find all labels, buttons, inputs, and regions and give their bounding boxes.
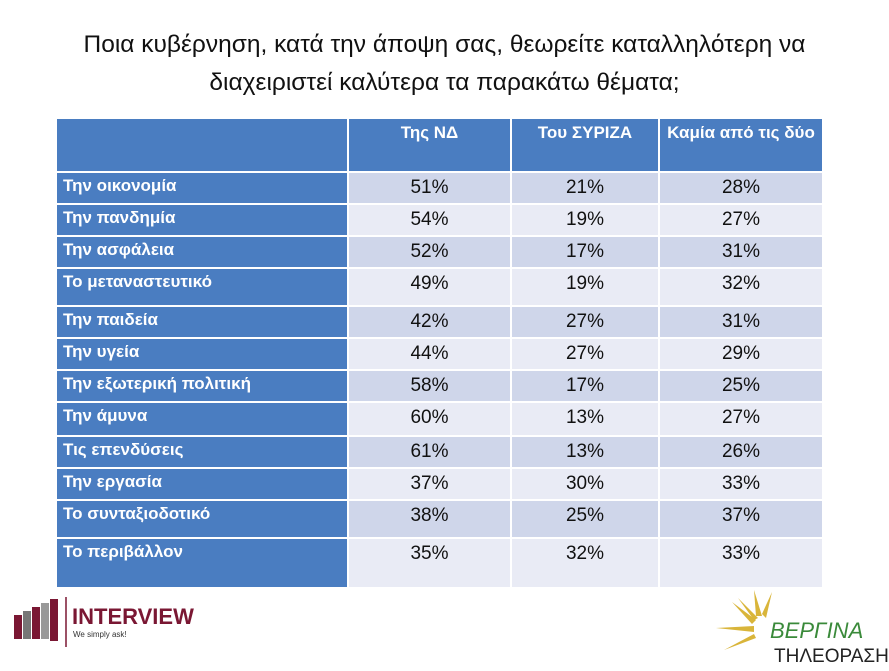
nd-value: 51%	[347, 171, 512, 205]
neither-value: 37%	[658, 499, 824, 539]
neither-value: 27%	[658, 203, 824, 237]
slide-title: Ποια κυβέρνηση, κατά την άποψη σας, θεωρ…	[0, 26, 889, 102]
header-neither: Καμία από τις δύο	[658, 117, 824, 173]
neither-value: 33%	[658, 537, 824, 589]
syriza-value: 21%	[510, 171, 660, 205]
topic-label: Το μεταναστευτικό	[55, 267, 349, 307]
neither-value: 31%	[658, 305, 824, 339]
table-row: Το περιβάλλον 35% 32% 33%	[55, 537, 824, 589]
neither-value: 29%	[658, 337, 824, 371]
header-nd: Της ΝΔ	[347, 117, 512, 173]
topic-label: Τις επενδύσεις	[55, 435, 349, 469]
neither-value: 26%	[658, 435, 824, 469]
table-row: Την υγεία 44% 27% 29%	[55, 337, 824, 371]
syriza-value: 19%	[510, 203, 660, 237]
topic-label: Την άμυνα	[55, 401, 349, 437]
title-line-1: Ποια κυβέρνηση, κατά την άποψη σας, θεωρ…	[83, 31, 806, 58]
neither-value: 28%	[658, 171, 824, 205]
topic-label: Την εξωτερική πολιτική	[55, 369, 349, 403]
interview-text: INTERVIEW	[72, 604, 194, 629]
table-row: Το μεταναστευτικό 49% 19% 32%	[55, 267, 824, 307]
table-row: Την άμυνα 60% 13% 27%	[55, 401, 824, 437]
vergina-sub: ΤΗΛΕΟΡΑΣΗ	[774, 646, 888, 667]
table-row: Τις επενδύσεις 61% 13% 26%	[55, 435, 824, 469]
table-row: Το συνταξιοδοτικό 38% 25% 37%	[55, 499, 824, 539]
nd-value: 58%	[347, 369, 512, 403]
syriza-value: 27%	[510, 337, 660, 371]
topic-label: Την παιδεία	[55, 305, 349, 339]
syriza-value: 27%	[510, 305, 660, 339]
table-row: Την παιδεία 42% 27% 31%	[55, 305, 824, 339]
neither-value: 31%	[658, 235, 824, 269]
topic-label: Την εργασία	[55, 467, 349, 501]
syriza-value: 19%	[510, 267, 660, 307]
nd-value: 38%	[347, 499, 512, 539]
neither-value: 33%	[658, 467, 824, 501]
syriza-value: 30%	[510, 467, 660, 501]
table-row: Την εξωτερική πολιτική 58% 17% 25%	[55, 369, 824, 403]
nd-value: 54%	[347, 203, 512, 237]
nd-value: 35%	[347, 537, 512, 589]
neither-value: 27%	[658, 401, 824, 437]
nd-value: 42%	[347, 305, 512, 339]
vergina-logo: ΒΕΡΓΙΝΑ ΤΗΛΕΟΡΑΣΗ	[716, 590, 888, 667]
nd-value: 44%	[347, 337, 512, 371]
topic-label: Το συνταξιοδοτικό	[55, 499, 349, 539]
syriza-value: 32%	[510, 537, 660, 589]
interview-tagline: We simply ask!	[73, 630, 127, 639]
table-row: Την πανδημία 54% 19% 27%	[55, 203, 824, 237]
nd-value: 61%	[347, 435, 512, 469]
title-line-2: διαχειριστεί καλύτερα τα παρακάτω θέματα…	[209, 69, 680, 96]
header-syriza: Του ΣΥΡΙΖΑ	[510, 117, 660, 173]
syriza-value: 25%	[510, 499, 660, 539]
topic-label: Το περιβάλλον	[55, 537, 349, 589]
header-empty	[55, 117, 349, 173]
sun-rays-icon	[716, 590, 772, 650]
syriza-value: 13%	[510, 401, 660, 437]
syriza-value: 13%	[510, 435, 660, 469]
topic-label: Την ασφάλεια	[55, 235, 349, 269]
syriza-value: 17%	[510, 369, 660, 403]
interview-logo: INTERVIEW We simply ask!	[14, 597, 194, 647]
table-row: Την ασφάλεια 52% 17% 31%	[55, 235, 824, 269]
syriza-value: 17%	[510, 235, 660, 269]
nd-value: 60%	[347, 401, 512, 437]
table-row: Την εργασία 37% 30% 33%	[55, 467, 824, 501]
results-table: Της ΝΔ Του ΣΥΡΙΖΑ Καμία από τις δύο Την …	[55, 117, 824, 589]
nd-value: 52%	[347, 235, 512, 269]
interview-bars-icon	[14, 599, 58, 641]
topic-label: Την οικονομία	[55, 171, 349, 205]
nd-value: 37%	[347, 467, 512, 501]
neither-value: 32%	[658, 267, 824, 307]
header-row: Της ΝΔ Του ΣΥΡΙΖΑ Καμία από τις δύο	[55, 117, 824, 173]
topic-label: Την υγεία	[55, 337, 349, 371]
neither-value: 25%	[658, 369, 824, 403]
vergina-text: ΒΕΡΓΙΝΑ	[770, 618, 863, 643]
nd-value: 49%	[347, 267, 512, 307]
table-row: Την οικονομία 51% 21% 28%	[55, 171, 824, 205]
topic-label: Την πανδημία	[55, 203, 349, 237]
